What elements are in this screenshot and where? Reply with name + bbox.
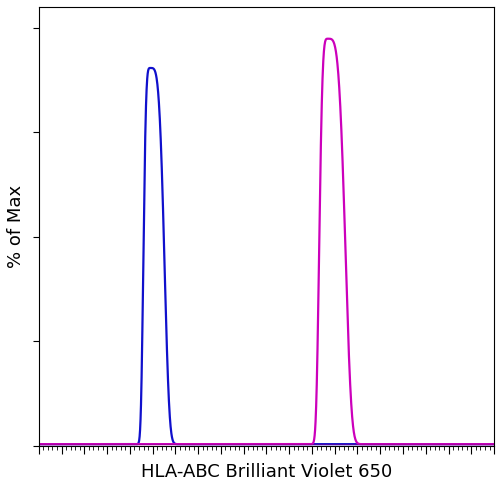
X-axis label: HLA-ABC Brilliant Violet 650: HLA-ABC Brilliant Violet 650 [141,463,392,481]
Y-axis label: % of Max: % of Max [7,185,25,268]
